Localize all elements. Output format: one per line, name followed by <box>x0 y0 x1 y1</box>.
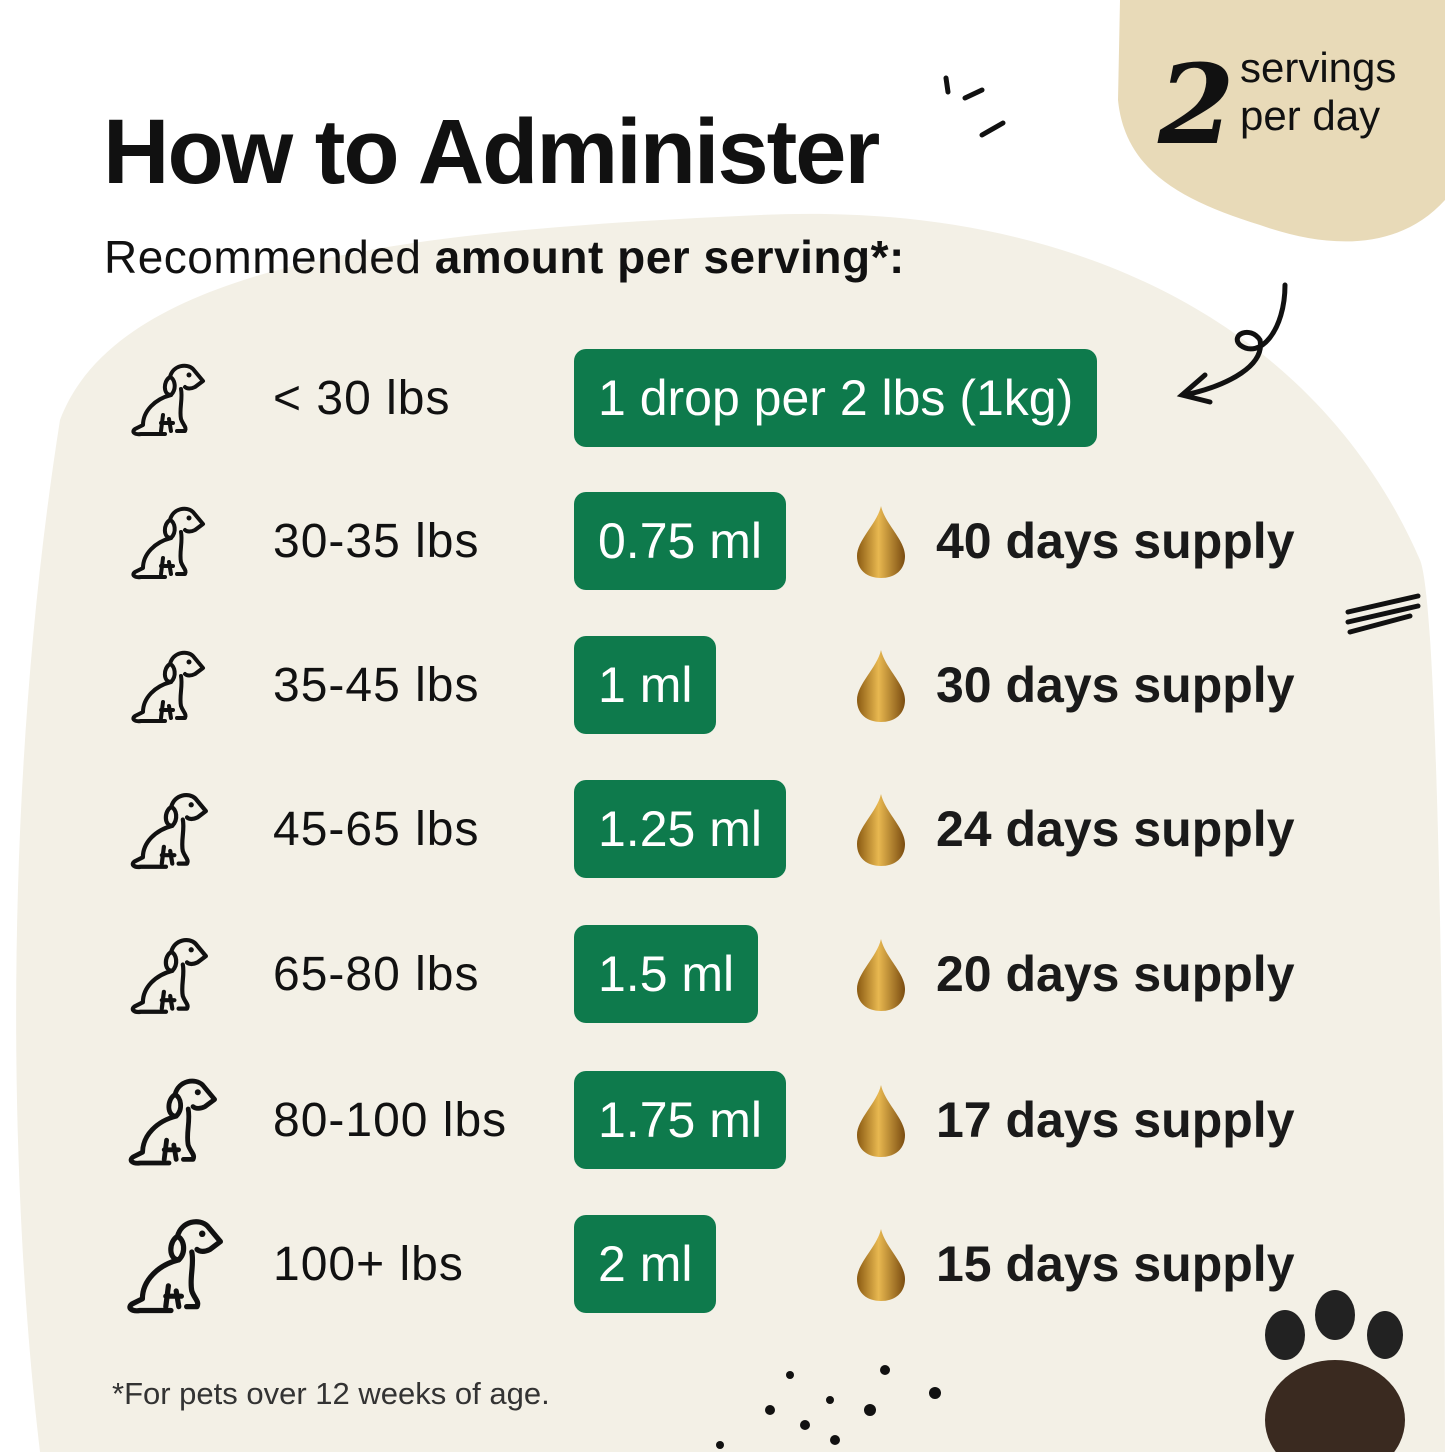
amount-pill: 1.5 ml <box>574 925 759 1023</box>
subtitle-suffix: *: <box>870 231 905 283</box>
amount-pill: 1.25 ml <box>574 780 786 878</box>
servings-line2: per day <box>1240 92 1381 139</box>
dosage-row: 30-35 lbs 0.75 ml 40 days supply <box>0 492 1445 592</box>
weight-range: 30-35 lbs <box>273 515 480 568</box>
dog-icon <box>124 788 214 870</box>
amount-pill: 2 ml <box>574 1215 717 1313</box>
weight-range: < 30 lbs <box>273 372 451 425</box>
weight-range: 65-80 lbs <box>273 948 480 1001</box>
servings-line1: servings <box>1240 44 1397 91</box>
dog-icon <box>125 502 215 582</box>
amount-pill: 0.75 ml <box>574 492 786 590</box>
dosage-row: 100+ lbs 2 ml 15 days supply <box>0 1215 1445 1315</box>
servings-number: 2 <box>1158 40 1235 169</box>
arrow-doodle <box>943 75 1421 635</box>
supply-duration: 20 days supply <box>936 946 1295 1002</box>
supply-duration: 30 days supply <box>936 657 1295 713</box>
oil-drop-icon <box>855 504 907 580</box>
oil-drop-icon <box>855 1083 907 1159</box>
weight-range: 100+ lbs <box>273 1238 464 1291</box>
dots-doodle <box>716 1365 941 1449</box>
supply-duration: 24 days supply <box>936 801 1295 857</box>
supply-duration: 17 days supply <box>936 1092 1295 1148</box>
amount-pill: 1.75 ml <box>574 1071 786 1169</box>
amount-pill: 1 ml <box>574 636 717 734</box>
dog-icon <box>121 1073 217 1166</box>
dosage-row: 80-100 lbs 1.75 ml 17 days supply <box>0 1071 1445 1171</box>
supply-duration: 15 days supply <box>936 1236 1295 1292</box>
dog-icon <box>125 646 215 726</box>
dosage-row: 65-80 lbs 1.5 ml 20 days supply <box>0 925 1445 1025</box>
subtitle-bold: amount per serving <box>434 231 871 283</box>
oil-drop-icon <box>855 937 907 1013</box>
subtitle-regular: Recommended <box>104 231 435 283</box>
dog-icon <box>124 933 214 1015</box>
weight-range: 80-100 lbs <box>273 1094 508 1147</box>
dosage-row: < 30 lbs 1 drop per 2 lbs (1kg) <box>0 349 1445 449</box>
weight-range: 35-45 lbs <box>273 659 480 712</box>
badge-blob <box>1118 0 1445 242</box>
oil-drop-icon <box>855 1227 907 1303</box>
dog-icon <box>125 359 215 439</box>
dosage-row: 35-45 lbs 1 ml 30 days supply <box>0 636 1445 736</box>
amount-pill: 1 drop per 2 lbs (1kg) <box>574 349 1098 447</box>
oil-drop-icon <box>855 792 907 868</box>
oil-drop-icon <box>855 648 907 724</box>
weight-range: 45-65 lbs <box>273 803 480 856</box>
footnote: *For pets over 12 weeks of age. <box>112 1376 550 1411</box>
page-title: How to Administer <box>103 101 880 203</box>
dog-icon <box>119 1213 223 1314</box>
dosage-row: 45-65 lbs 1.25 ml 24 days supply <box>0 780 1445 880</box>
paw-photo <box>1265 1290 1405 1452</box>
servings-label: servings per day <box>1240 44 1396 140</box>
subtitle: Recommended amount per serving*: <box>104 230 905 284</box>
supply-duration: 40 days supply <box>936 513 1295 569</box>
